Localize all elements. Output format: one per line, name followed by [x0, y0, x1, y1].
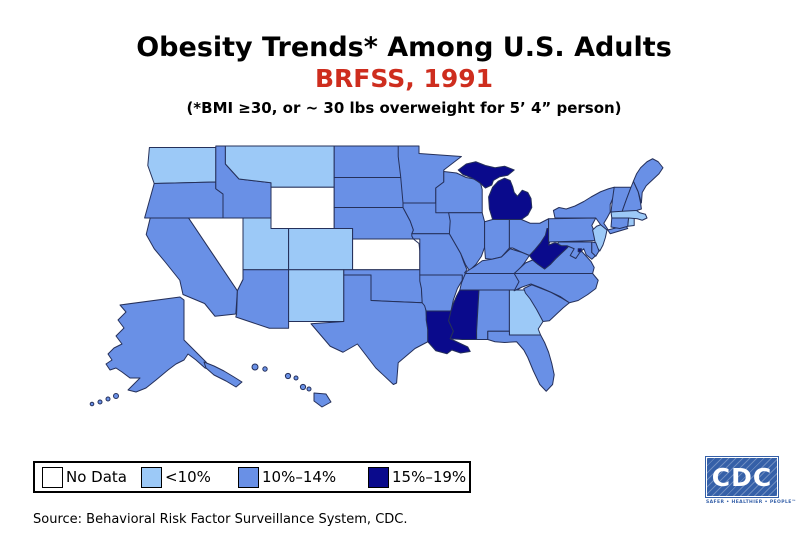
legend-item-15-19: 15%–19% — [368, 463, 466, 491]
state-HI-big-island — [314, 393, 331, 407]
legend-label-15-19: 15%–19% — [392, 468, 467, 486]
state-OR — [145, 182, 223, 218]
state-MI — [489, 178, 532, 219]
state-PA — [549, 218, 599, 242]
legend-swatch-15-19 — [368, 466, 389, 488]
map-alaska — [90, 297, 242, 406]
state-DE — [592, 242, 599, 256]
legend-label-lt10: <10% — [165, 468, 211, 486]
state-KS — [353, 239, 420, 270]
state-MI-upper — [458, 162, 514, 188]
state-DC — [578, 249, 581, 252]
state-NC — [514, 274, 598, 303]
page-subtitle: BRFSS, 1991 — [314, 64, 494, 93]
state-AK-peninsula — [204, 362, 242, 387]
state-HI-island — [294, 376, 298, 380]
map-lower-48 — [145, 146, 663, 391]
cdc-logo: CDC SAFER • HEALTHIER • PEOPLE™ — [706, 457, 797, 505]
legend-item-10-14: 10%–14% — [238, 463, 336, 491]
state-RI — [628, 218, 634, 226]
state-AZ — [236, 270, 289, 329]
state-ME — [633, 159, 663, 203]
legend-swatch-no-data — [42, 466, 63, 488]
state-CT — [611, 218, 629, 229]
page-title: Obesity Trends* Among U.S. Adults — [136, 32, 672, 63]
state-AK-aleutian-island — [98, 400, 102, 404]
state-AK-aleutian-island — [90, 402, 94, 406]
state-HI-island — [263, 367, 267, 371]
legend-label-10-14: 10%–14% — [262, 468, 337, 486]
state-FL — [488, 331, 554, 391]
source-text: Source: Behavioral Risk Factor Surveilla… — [33, 512, 408, 527]
cdc-logo-mark: CDC — [706, 457, 778, 497]
state-WA — [148, 148, 216, 184]
state-AK-aleutian-island — [106, 397, 110, 401]
state-AK — [106, 297, 212, 392]
legend-label-no-data: No Data — [66, 468, 127, 486]
map-legend: No Data <10% 10%–14% 15%–19% — [33, 461, 471, 493]
state-SD — [334, 178, 403, 208]
legend-swatch-lt10 — [141, 466, 162, 488]
legend-item-lt10: <10% — [141, 463, 211, 491]
state-ND — [334, 146, 403, 178]
state-HI-island — [300, 384, 305, 389]
map-hawaii — [252, 364, 331, 407]
state-NM — [289, 270, 344, 322]
state-HI-island — [285, 373, 290, 378]
cdc-logo-tagline: SAFER • HEALTHIER • PEOPLE™ — [706, 500, 797, 505]
state-CO — [289, 229, 353, 270]
state-TX — [311, 275, 428, 385]
legend-item-no-data: No Data — [42, 463, 127, 491]
legend-swatch-10-14 — [238, 466, 259, 488]
state-WY — [271, 187, 334, 228]
bmi-note: (*BMI ≥30, or ~ 30 lbs overweight for 5’… — [186, 99, 622, 117]
state-AK-aleutian-island — [114, 394, 119, 399]
state-HI-island — [307, 387, 311, 391]
state-HI-island — [252, 364, 258, 370]
state-WI — [436, 172, 482, 213]
